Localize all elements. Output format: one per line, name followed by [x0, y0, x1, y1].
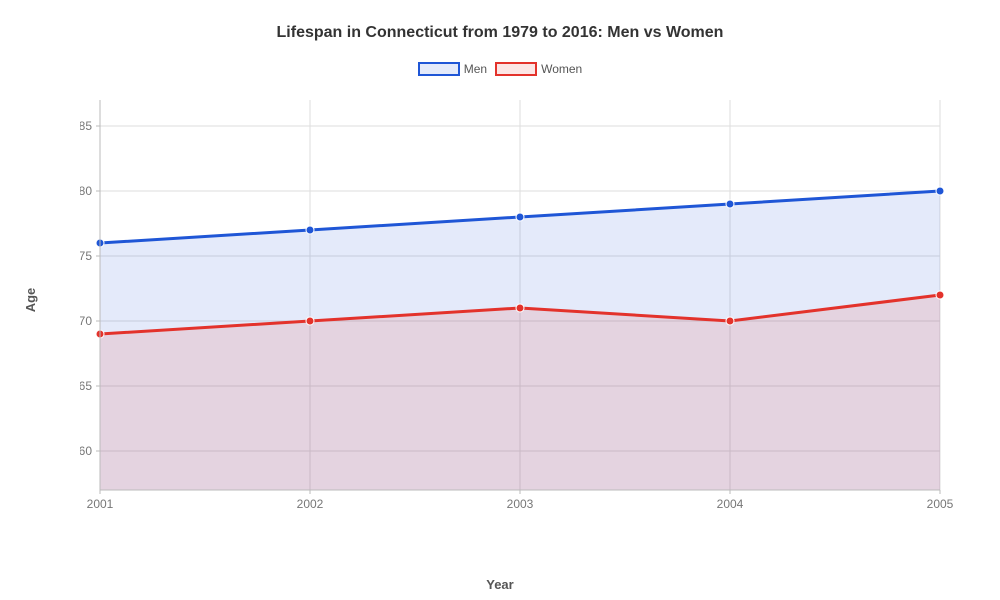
- x-tick-label: 2005: [927, 497, 954, 511]
- legend: Men Women: [0, 62, 1000, 76]
- y-tick-label: 85: [80, 119, 92, 133]
- marker: [726, 200, 734, 208]
- x-tick-label: 2002: [297, 497, 324, 511]
- legend-label-women: Women: [541, 62, 582, 76]
- x-tick-label: 2001: [87, 497, 114, 511]
- x-tick-label: 2004: [717, 497, 744, 511]
- marker: [516, 213, 524, 221]
- legend-swatch-men: [418, 62, 460, 76]
- marker: [306, 226, 314, 234]
- y-tick-label: 60: [80, 444, 92, 458]
- y-axis-label: Age: [23, 288, 38, 313]
- plot-area: 60 65 70 75 80 85 2001 2002 2003 2004 2005: [80, 100, 960, 520]
- chart-title: Lifespan in Connecticut from 1979 to 201…: [0, 24, 1000, 42]
- chart-container: Lifespan in Connecticut from 1979 to 201…: [0, 0, 1000, 600]
- marker: [306, 317, 314, 325]
- marker: [726, 317, 734, 325]
- legend-item-men: Men: [418, 62, 487, 76]
- legend-swatch-women: [495, 62, 537, 76]
- x-tick-label: 2003: [507, 497, 534, 511]
- marker: [936, 187, 944, 195]
- marker: [936, 291, 944, 299]
- legend-label-men: Men: [464, 62, 487, 76]
- y-tick-label: 70: [80, 314, 92, 328]
- chart-svg: 60 65 70 75 80 85 2001 2002 2003 2004 2005: [80, 100, 960, 520]
- legend-item-women: Women: [495, 62, 582, 76]
- y-tick-label: 75: [80, 249, 92, 263]
- y-tick-label: 80: [80, 184, 92, 198]
- y-tick-label: 65: [80, 379, 92, 393]
- x-axis-label: Year: [0, 577, 1000, 592]
- marker: [516, 304, 524, 312]
